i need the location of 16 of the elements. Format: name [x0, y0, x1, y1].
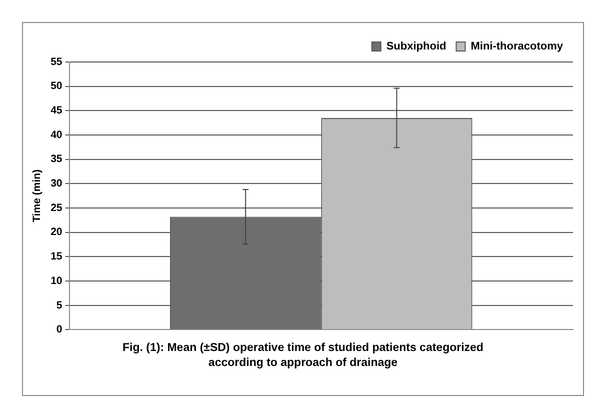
- y-tick-label: 55: [50, 56, 62, 68]
- legend-label: Subxiphoid: [386, 40, 446, 53]
- y-tick-label: 45: [50, 104, 62, 117]
- y-axis-title: Time (min): [31, 169, 44, 222]
- y-tick-label: 25: [50, 202, 62, 214]
- y-tick-label: 30: [50, 178, 62, 190]
- text: Fig. (1): Mean (±SD) operative time of studied patients categorized according to approach of drainage: [122, 341, 484, 371]
- y-tick-label: 50: [50, 80, 62, 92]
- y-tick-label: 0: [56, 324, 62, 336]
- y-tick-label: 10: [50, 274, 62, 287]
- y-tick-label: 5: [56, 299, 62, 312]
- y-tick-label: 20: [50, 226, 62, 238]
- y-tick-label: 15: [50, 250, 62, 263]
- y-tick-label: 40: [50, 128, 62, 141]
- y-tick-label: 35: [50, 153, 62, 166]
- legend-label: Mini-thoracotomy: [470, 40, 564, 53]
